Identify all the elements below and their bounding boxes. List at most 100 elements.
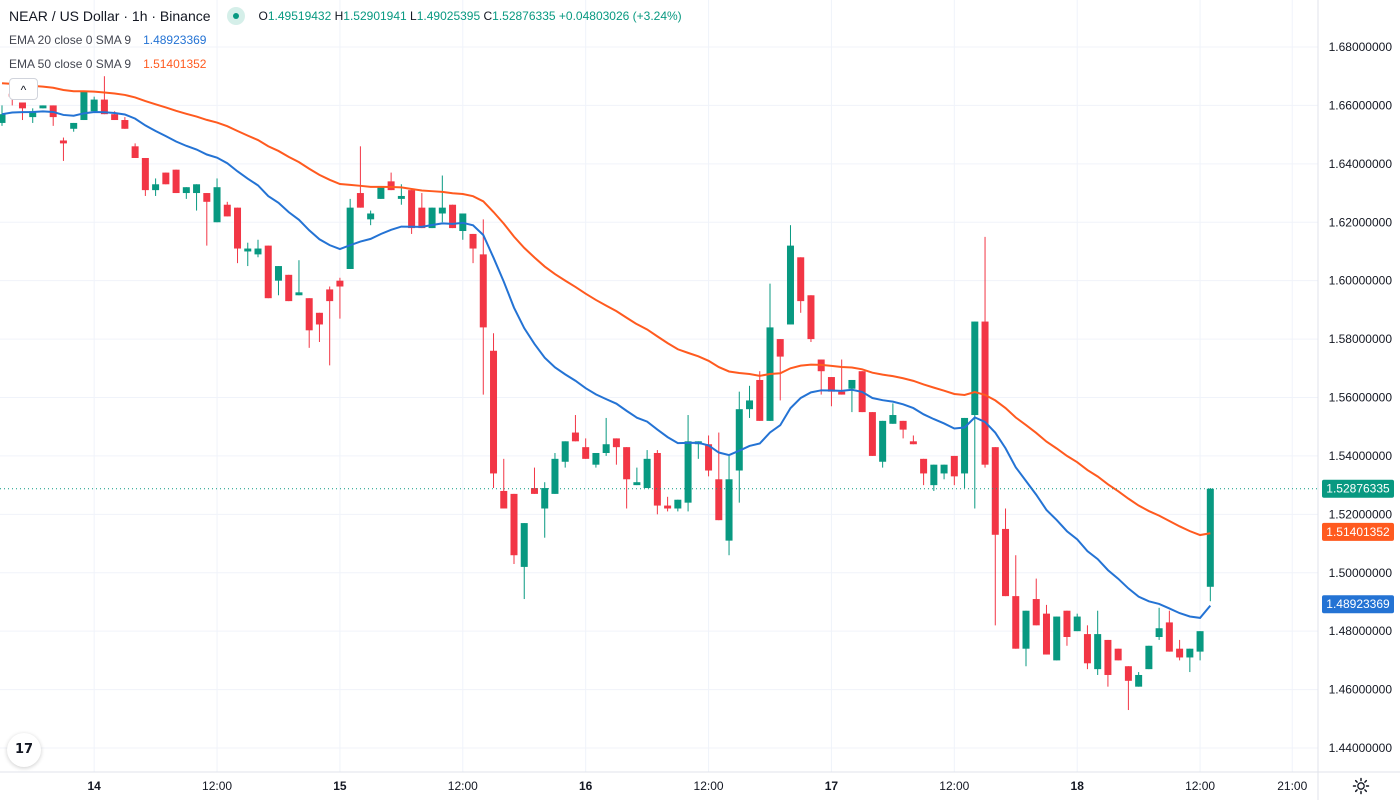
candle-up [561, 441, 569, 468]
candle-up [295, 260, 303, 296]
candle-down [981, 236, 989, 468]
candle-down [479, 219, 487, 395]
price-tick-label: 1.54000000 [1329, 449, 1393, 463]
candle-body [234, 207, 242, 249]
candle-down [356, 146, 364, 208]
gear-icon[interactable] [1352, 777, 1370, 795]
candle-body [367, 213, 375, 220]
candle-body [551, 458, 559, 494]
candle-body [838, 391, 846, 395]
time-tick-label: 15 [333, 779, 347, 793]
indicator-ema50[interactable]: EMA 50 close 0 SMA 9 1.51401352 [9, 57, 206, 71]
price-tick-label: 1.66000000 [1329, 98, 1393, 112]
candle-body [356, 193, 364, 208]
candle-down [285, 274, 293, 302]
ema50-line [1, 82, 1211, 537]
candle-body [1155, 628, 1163, 638]
candle-body [1063, 610, 1071, 638]
candle-body [653, 452, 661, 506]
candle-down [653, 450, 661, 515]
price-tick-label: 1.64000000 [1329, 157, 1393, 171]
indicator-value: 1.48923369 [143, 33, 207, 47]
price-tick-label: 1.58000000 [1329, 332, 1393, 346]
high-value: 1.52901941 [343, 9, 407, 23]
time-tick-label: 17 [825, 779, 839, 793]
candle-up [684, 415, 692, 512]
market-status-icon [226, 7, 245, 25]
indicator-ema20[interactable]: EMA 20 close 0 SMA 9 1.48923369 [9, 33, 206, 47]
candle-down [909, 435, 917, 445]
candle-down [807, 295, 815, 343]
candle-body [70, 122, 78, 129]
candle-down [582, 438, 590, 459]
candle-down [838, 359, 846, 395]
candle-body [510, 493, 518, 556]
indicator-value: 1.51401352 [143, 57, 207, 71]
candle-body [797, 257, 805, 302]
candle-up [70, 122, 78, 132]
tradingview-logo-icon[interactable]: 17 [7, 733, 41, 767]
candle-up [735, 391, 743, 503]
time-tick-label: 18 [1071, 779, 1085, 793]
candle-up [39, 105, 47, 109]
candle-body [602, 444, 610, 453]
candle-body [1104, 639, 1112, 675]
candle-up [551, 452, 559, 494]
price-badges: 1.52876335 1.51401352 1.48923369 [1322, 479, 1394, 614]
candle-up [193, 184, 201, 211]
candle-body [1186, 648, 1194, 658]
candle-body [193, 184, 201, 194]
candle-body [571, 432, 579, 442]
candle-body [254, 248, 262, 255]
candle-body [152, 184, 160, 191]
candle-body [336, 280, 344, 287]
time-axis[interactable]: 14 12:00 15 12:00 16 12:00 17 12:00 18 12:00 21:00 [87, 779, 1307, 793]
candle-up [633, 467, 641, 486]
candle-body [244, 248, 252, 252]
candle-body [715, 479, 723, 521]
candle-up [961, 417, 969, 489]
candle-down [1165, 610, 1173, 652]
candle-down [1124, 666, 1132, 711]
candle-down [172, 169, 180, 194]
time-tick-label: 12:00 [939, 779, 969, 793]
candle-down [121, 117, 129, 129]
candle-down [756, 371, 764, 421]
candle-body [449, 204, 457, 229]
candle-body [408, 190, 416, 229]
candle-body [1012, 596, 1020, 649]
candle-up [1206, 487, 1214, 602]
symbol-title[interactable]: NEAR / US Dollar · 1h · Binance [9, 8, 211, 24]
candle-down [1104, 639, 1112, 687]
candle-body [684, 441, 692, 503]
candle-body [1053, 616, 1061, 661]
candle-up [940, 464, 948, 480]
high-label: H [334, 9, 344, 23]
indicator-label: EMA 50 close 0 SMA 9 [9, 57, 132, 71]
close-label: C [483, 9, 493, 23]
candle-down [623, 447, 631, 509]
candle-body [1114, 648, 1122, 661]
candle-up [1196, 631, 1204, 661]
candle-down [336, 277, 344, 319]
candle-body [991, 447, 999, 535]
candle-body [592, 452, 600, 465]
candle-up [29, 108, 37, 123]
candle-body [756, 379, 764, 421]
candle-down [1176, 639, 1184, 661]
candle-body [735, 409, 743, 471]
candle-body [889, 415, 897, 424]
price-axis[interactable]: 1.68000000 1.66000000 1.64000000 1.62000000… [1329, 40, 1393, 755]
candle-up [1135, 672, 1143, 687]
candle-down [1012, 555, 1020, 649]
candle-down [203, 193, 211, 246]
candle-down [868, 412, 876, 456]
candle-down [899, 420, 907, 439]
change-value: +0.04803026 (+3.24%) [558, 9, 682, 23]
candle-down [141, 157, 149, 196]
chevron-up-icon[interactable]: ^ [9, 78, 38, 100]
candle-body [223, 204, 231, 217]
candle-up [438, 175, 446, 223]
candle-down [223, 201, 231, 217]
